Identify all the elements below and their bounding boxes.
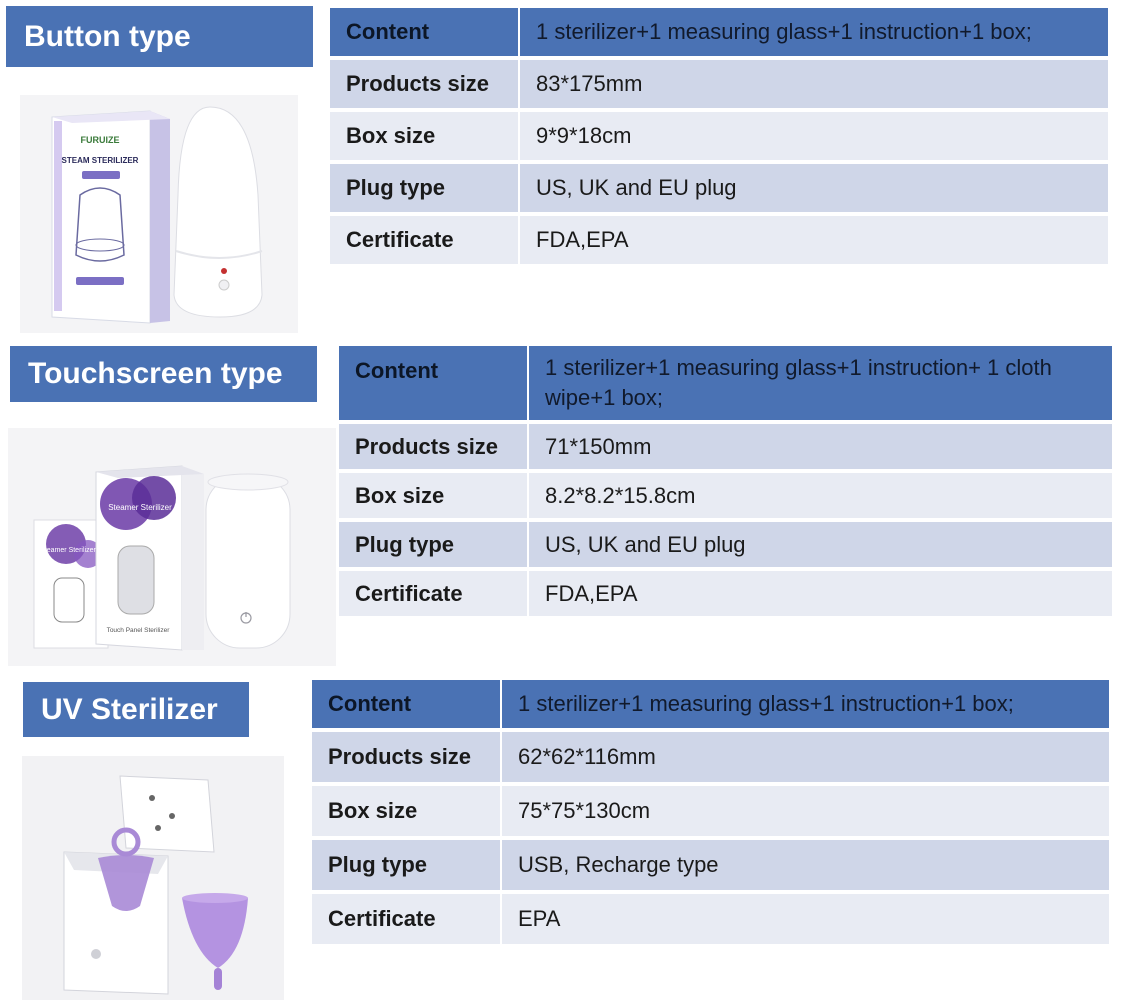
spec-value: 8.2*8.2*15.8cm: [527, 473, 1112, 518]
spec-table: Content 1 sterilizer+1 measuring glass+1…: [312, 676, 1109, 948]
spec-label: Products size: [330, 60, 518, 108]
spec-row-certificate: Certificate FDA,EPA: [330, 216, 1108, 264]
spec-value: 9*9*18cm: [518, 112, 1108, 160]
spec-row-certificate: Certificate EPA: [312, 894, 1109, 944]
spec-row-certificate: Certificate FDA,EPA: [339, 571, 1112, 616]
spec-row-content: Content 1 sterilizer+1 measuring glass+1…: [330, 8, 1108, 56]
section-title: Button type: [6, 6, 313, 67]
box-caption: Touch Panel Sterilizer: [107, 627, 171, 634]
spec-value: 75*75*130cm: [500, 786, 1109, 836]
spec-table: Content 1 sterilizer+1 measuring glass+1…: [339, 342, 1112, 620]
spec-row-products-size: Products size 71*150mm: [339, 424, 1112, 469]
spec-table: Content 1 sterilizer+1 measuring glass+1…: [330, 4, 1108, 268]
product-photo: Steamer Sterilizer Steamer Sterilizer To…: [8, 428, 336, 666]
steam-sterilizer-illustration: FURUIZE STEAM STERILIZER: [20, 95, 298, 333]
spec-value: USB, Recharge type: [500, 840, 1109, 890]
spec-row-plug-type: Plug type US, UK and EU plug: [330, 164, 1108, 212]
section-title: UV Sterilizer: [23, 682, 249, 737]
spec-row-plug-type: Plug type USB, Recharge type: [312, 840, 1109, 890]
box-title: STEAM STERILIZER: [62, 156, 139, 165]
spec-row-box-size: Box size 9*9*18cm: [330, 112, 1108, 160]
spec-row-box-size: Box size 8.2*8.2*15.8cm: [339, 473, 1112, 518]
spec-label: Plug type: [312, 840, 500, 890]
spec-value: 1 sterilizer+1 measuring glass+1 instruc…: [518, 8, 1108, 56]
spec-label: Plug type: [339, 522, 527, 567]
spec-label: Box size: [339, 473, 527, 518]
product-photo: FURUIZE STEAM STERILIZER: [20, 95, 298, 333]
uv-sterilizer-illustration: [22, 756, 284, 1000]
spec-row-products-size: Products size 62*62*116mm: [312, 732, 1109, 782]
spec-label: Content: [339, 346, 527, 420]
spec-value: 1 sterilizer+1 measuring glass+1 instruc…: [500, 680, 1109, 728]
spec-value: 62*62*116mm: [500, 732, 1109, 782]
spec-value: US, UK and EU plug: [527, 522, 1112, 567]
section-button-type: Button type FURUIZE STEAM STERILIZER Con…: [0, 0, 1121, 340]
spec-value: FDA,EPA: [527, 571, 1112, 616]
spec-label: Plug type: [330, 164, 518, 212]
spec-value: US, UK and EU plug: [518, 164, 1108, 212]
spec-row-content: Content 1 sterilizer+1 measuring glass+1…: [339, 346, 1112, 420]
spec-label: Box size: [312, 786, 500, 836]
box-title: Steamer Sterilizer: [108, 503, 172, 512]
spec-value: 71*150mm: [527, 424, 1112, 469]
box-brand: FURUIZE: [81, 135, 120, 145]
spec-value: EPA: [500, 894, 1109, 944]
spec-label: Certificate: [330, 216, 518, 264]
product-photo: [22, 756, 284, 1000]
spec-label: Box size: [330, 112, 518, 160]
spec-row-content: Content 1 sterilizer+1 measuring glass+1…: [312, 680, 1109, 728]
spec-label: Content: [330, 8, 518, 56]
spec-value: 1 sterilizer+1 measuring glass+1 instruc…: [527, 346, 1112, 420]
spec-value: 83*175mm: [518, 60, 1108, 108]
spec-label: Products size: [312, 732, 500, 782]
touchscreen-sterilizer-illustration: Steamer Sterilizer Steamer Sterilizer To…: [8, 428, 336, 666]
spec-row-box-size: Box size 75*75*130cm: [312, 786, 1109, 836]
spec-label: Certificate: [339, 571, 527, 616]
spec-label: Products size: [339, 424, 527, 469]
spec-row-plug-type: Plug type US, UK and EU plug: [339, 522, 1112, 567]
card-title: Steamer Sterilizer: [40, 547, 96, 554]
section-title: Touchscreen type: [10, 346, 317, 402]
section-touchscreen-type: Touchscreen type Steamer Sterilizer Stea…: [0, 340, 1121, 670]
spec-value: FDA,EPA: [518, 216, 1108, 264]
section-uv-sterilizer: UV Sterilizer Content 1 sterilizer+1 mea…: [0, 670, 1121, 1000]
spec-label: Certificate: [312, 894, 500, 944]
spec-label: Content: [312, 680, 500, 728]
spec-row-products-size: Products size 83*175mm: [330, 60, 1108, 108]
